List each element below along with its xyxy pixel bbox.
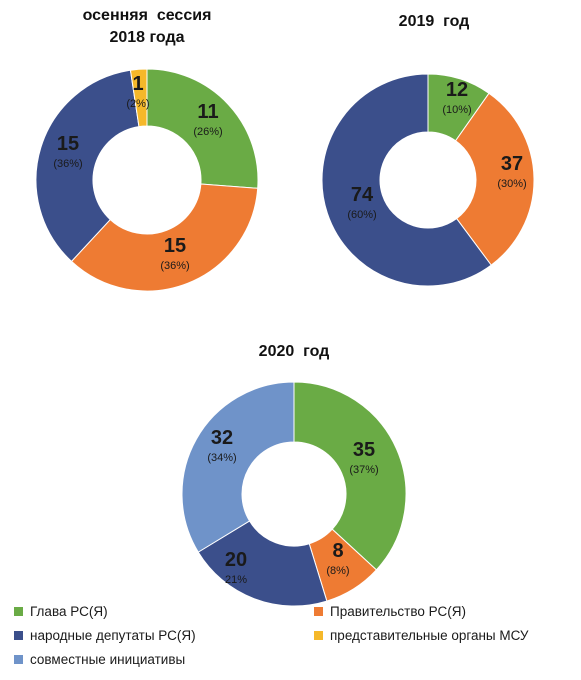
donut-chart-3: 2020 год 35 (37%) 8 (8%) 20 21% 32 (34%) xyxy=(181,343,407,607)
legend-label-msu: представительные органы МСУ xyxy=(330,628,529,643)
slice-value-label: 37 xyxy=(501,153,523,175)
legend-swatch-glava xyxy=(14,607,23,616)
legend-item-glava: Глава РС(Я) xyxy=(14,604,108,619)
slice-percent-label: (36%) xyxy=(160,260,189,272)
slice-pravitelstvo xyxy=(70,183,259,292)
legend-swatch-sovmestnye xyxy=(14,655,23,664)
slice-percent-label: (37%) xyxy=(349,464,378,476)
slice-msu xyxy=(129,68,148,128)
legend-item-deputaty: народные депутаты РС(Я) xyxy=(14,628,196,643)
legend-label-sovmestnye: совместные инициативы xyxy=(30,652,186,667)
slice-percent-label: (34%) xyxy=(207,452,236,464)
legend-item-pravitelstvo: Правительство РС(Я) xyxy=(314,604,466,619)
legend-swatch-msu xyxy=(314,631,323,640)
legend-item-sovmestnye: совместные инициативы xyxy=(14,652,185,667)
legend-swatch-deputaty xyxy=(14,631,23,640)
slice-pravitelstvo xyxy=(454,92,535,266)
slice-value-label: 20 xyxy=(225,549,247,571)
slice-percent-label: (30%) xyxy=(497,178,526,190)
chart-title-line: осенняя сессия xyxy=(83,7,212,24)
donut-chart-1: осенняя сессия 2018 года 11 (26%) 15 (36%) 15 (… xyxy=(35,7,259,292)
legend-swatch-pravitelstvo xyxy=(314,607,323,616)
slice-value-label: 11 xyxy=(197,101,218,123)
legend-label-glava: Глава РС(Я) xyxy=(30,604,108,619)
chart-title-line: 2018 года xyxy=(109,29,184,46)
slice-value-label: 15 xyxy=(57,133,79,155)
slice-value-label: 35 xyxy=(353,439,375,461)
donut-chart-2: 2019 год 12 (10%) 37 (30%) 74 (60%) xyxy=(321,13,535,287)
slice-deputaty xyxy=(197,520,328,607)
slice-glava xyxy=(146,68,259,189)
slice-sovmestnye xyxy=(181,381,295,553)
chart-title-line: 2019 год xyxy=(399,13,470,30)
legend-label-pravitelstvo: Правительство РС(Я) xyxy=(330,604,466,619)
slice-value-label: 74 xyxy=(351,184,374,206)
legend-item-msu: представительные органы МСУ xyxy=(314,628,529,643)
chart-title-line: 2020 год xyxy=(259,343,330,360)
legend-label-deputaty: народные депутаты РС(Я) xyxy=(30,628,196,643)
slice-deputaty xyxy=(35,69,140,263)
slice-percent-label: (36%) xyxy=(53,158,82,170)
slice-percent-label: (2%) xyxy=(126,98,149,110)
slice-percent-label: (60%) xyxy=(347,209,376,221)
slice-value-label: 1 xyxy=(132,73,143,95)
slice-value-label: 15 xyxy=(164,235,186,257)
slice-value-label: 12 xyxy=(446,79,468,101)
slice-deputaty xyxy=(321,73,492,287)
slice-value-label: 8 xyxy=(332,540,343,562)
slice-percent-label: (26%) xyxy=(193,126,222,138)
slice-value-label: 32 xyxy=(211,427,233,449)
slice-percent-label: 21% xyxy=(225,574,247,586)
slice-glava xyxy=(293,381,407,571)
slice-percent-label: (10%) xyxy=(442,104,471,116)
slice-percent-label: (8%) xyxy=(326,565,349,577)
